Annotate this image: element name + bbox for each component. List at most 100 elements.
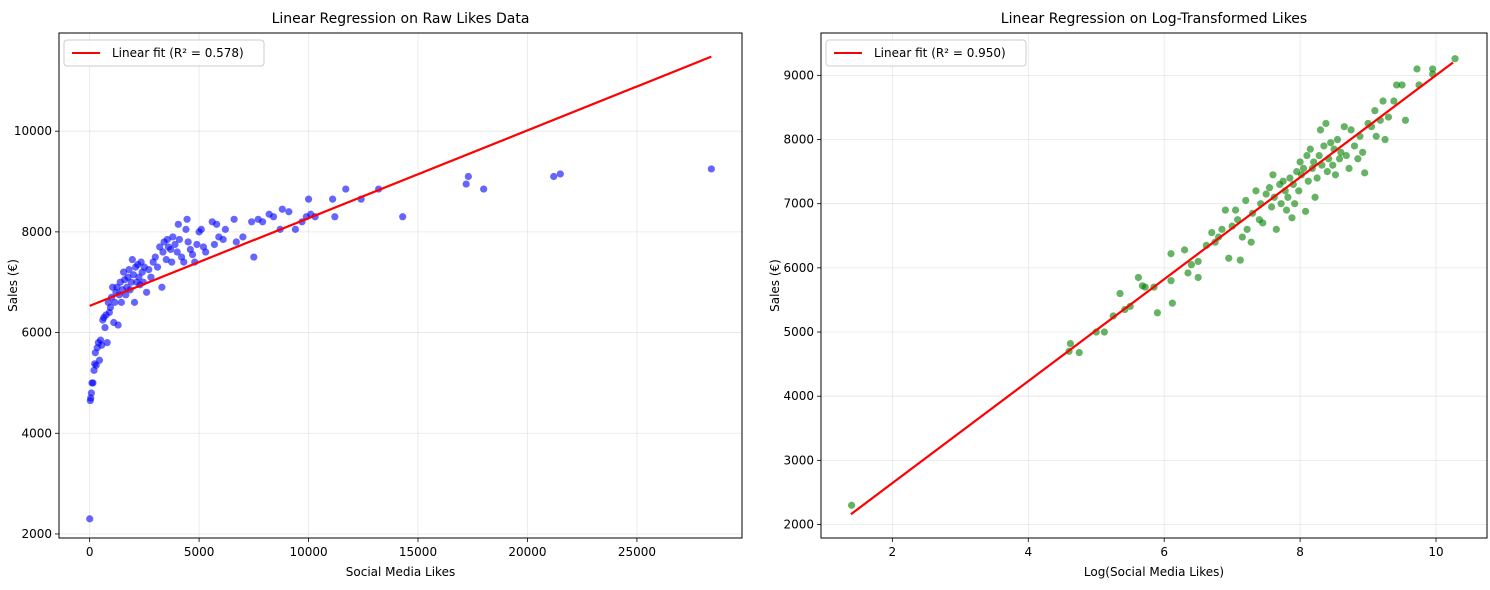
data-point — [142, 288, 151, 296]
data-point — [1354, 155, 1362, 163]
data-point — [1315, 151, 1323, 160]
data-point — [145, 266, 153, 274]
data-point — [95, 356, 104, 364]
data-point — [119, 268, 128, 276]
data-point — [1322, 119, 1330, 128]
data-point — [329, 195, 337, 203]
data-point — [221, 225, 229, 233]
data-point — [291, 225, 300, 233]
data-point — [1316, 126, 1325, 134]
data-point — [1272, 225, 1280, 233]
data-point — [1267, 203, 1276, 211]
data-point — [210, 240, 219, 249]
data-point — [1390, 97, 1398, 105]
data-point — [158, 283, 166, 291]
raw-axes-frame — [58, 32, 743, 539]
data-point — [230, 215, 238, 223]
data-point — [331, 213, 339, 221]
data-point — [250, 253, 258, 261]
data-point — [1342, 151, 1350, 160]
data-point — [1218, 225, 1226, 233]
data-point — [1303, 151, 1311, 160]
y-tick-label: 2000 — [21, 527, 52, 541]
data-point — [219, 235, 227, 244]
log-axes-frame — [820, 32, 1488, 539]
data-point — [1262, 190, 1270, 198]
data-point — [162, 255, 170, 264]
data-point — [269, 213, 278, 221]
data-point — [127, 278, 135, 286]
data-point — [232, 238, 240, 246]
data-point — [1225, 254, 1233, 262]
data-point — [193, 240, 201, 249]
data-point — [98, 341, 106, 349]
data-point — [1187, 261, 1195, 269]
data-point — [1284, 193, 1292, 201]
data-point — [1153, 309, 1161, 317]
y-tick-label: 10000 — [14, 124, 52, 138]
log-scatter-points — [847, 55, 1459, 509]
data-point — [1066, 339, 1075, 348]
data-point — [1221, 206, 1229, 214]
data-point — [1075, 348, 1083, 357]
data-point — [171, 240, 179, 249]
data-point — [1371, 107, 1379, 115]
data-point — [1350, 142, 1359, 150]
data-point — [1238, 233, 1246, 241]
data-point — [1323, 168, 1331, 176]
data-point — [173, 248, 181, 256]
data-point — [1401, 116, 1410, 124]
log-legend-label: Linear fit (R² = 0.950) — [874, 46, 1006, 60]
data-point — [1340, 123, 1348, 131]
x-tick-label: 2 — [889, 545, 897, 559]
data-point — [1252, 187, 1260, 195]
data-point — [1320, 142, 1328, 150]
data-point — [87, 389, 95, 397]
raw-plot-title: Linear Regression on Raw Likes Data — [272, 11, 530, 27]
data-point — [163, 235, 171, 244]
data-point — [1167, 250, 1175, 258]
data-point — [1413, 65, 1421, 73]
data-point — [169, 233, 177, 241]
data-point — [1295, 187, 1303, 195]
data-point — [1134, 273, 1142, 282]
data-point — [188, 250, 197, 259]
data-point — [239, 233, 247, 241]
data-point — [1345, 164, 1353, 172]
data-point — [464, 172, 472, 181]
data-point — [1384, 113, 1393, 121]
data-point — [1296, 158, 1304, 166]
data-point — [117, 298, 125, 306]
data-point — [1259, 219, 1267, 227]
x-tick-label: 15000 — [399, 545, 437, 559]
log-plot-title: Linear Regression on Log-Transformed Lik… — [1001, 11, 1307, 27]
data-point — [129, 271, 138, 279]
data-point — [1299, 164, 1308, 172]
log-likes-plot: 2 4 6 8 10 20003000400050006000700080009000 … — [768, 11, 1488, 579]
y-tick-label: 4000 — [783, 389, 814, 403]
data-point — [202, 248, 210, 256]
log-fit-line — [850, 61, 1454, 516]
y-tick-label: 6000 — [21, 326, 52, 340]
data-point — [86, 515, 94, 523]
log-y-axis-label: Sales (€) — [768, 259, 782, 312]
data-point — [1269, 171, 1277, 179]
regression-line — [850, 61, 1454, 516]
data-point — [1167, 277, 1175, 285]
data-point — [462, 180, 470, 188]
x-tick-label: 10000 — [289, 545, 327, 559]
data-point — [111, 298, 119, 306]
data-point — [1333, 135, 1342, 144]
data-point — [1243, 225, 1251, 233]
data-point — [1310, 158, 1318, 166]
data-point — [1208, 228, 1216, 237]
raw-fit-line — [89, 55, 712, 307]
raw-scatter-points — [86, 165, 715, 523]
raw-y-ticks: 2000 4000 6000 8000 10000 — [14, 124, 59, 541]
data-point — [106, 303, 115, 312]
data-point — [1451, 55, 1459, 63]
y-tick-label: 9000 — [783, 68, 814, 82]
y-tick-label: 6000 — [783, 261, 814, 275]
data-point — [1247, 238, 1255, 246]
